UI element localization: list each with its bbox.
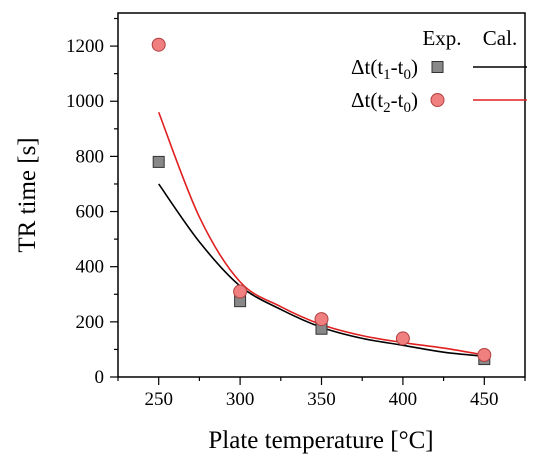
legend-header-cal: Cal. xyxy=(483,26,517,50)
legend-subscript: 0 xyxy=(404,67,412,83)
y-tick-label: 0 xyxy=(95,367,105,388)
data-point-series-2 xyxy=(151,37,166,52)
data-point-series-1 xyxy=(152,155,165,168)
data-point-series-2 xyxy=(477,347,492,362)
y-tick-label: 600 xyxy=(76,202,105,223)
legend-text: Δt(t xyxy=(351,55,383,79)
x-tick-label: 350 xyxy=(307,389,336,410)
x-tick-label: 250 xyxy=(144,389,173,410)
x-tick-label: 450 xyxy=(470,389,499,410)
legend-text: Δt(t xyxy=(351,88,383,112)
y-tick-label: 1200 xyxy=(66,36,104,57)
y-tick-label: 400 xyxy=(76,257,105,278)
legend-subscript: 1 xyxy=(383,67,391,83)
x-tick-label: 300 xyxy=(226,389,255,410)
data-point-series-2 xyxy=(395,331,410,346)
legend-subscript: 2 xyxy=(383,100,391,116)
data-point-series-2 xyxy=(233,284,248,299)
legend-label-series-2: Δt(t2-t0) xyxy=(351,88,418,116)
x-axis-label: Plate temperature [°C] xyxy=(208,427,433,454)
x-axis-ticks: 250 300 350 400 450 xyxy=(117,377,526,410)
legend-text: ) xyxy=(411,88,418,112)
legend: Exp. Cal.Δt(t1-t0)Δt(t2-t0) xyxy=(351,26,527,116)
y-axis-label: TR time [s] xyxy=(14,137,41,252)
legend-label-series-1: Δt(t1-t0) xyxy=(351,55,418,83)
y-axis-ticks: 0 200 400 600 800 1000 1200 xyxy=(66,17,118,388)
x-tick-label: 400 xyxy=(389,389,418,410)
legend-text: ) xyxy=(411,55,418,79)
y-tick-label: 800 xyxy=(76,146,105,167)
legend-marker-series-2 xyxy=(430,93,445,107)
legend-header-exp: Exp. xyxy=(422,26,461,50)
legend-text: -t xyxy=(391,88,404,112)
y-tick-label: 1000 xyxy=(66,91,104,112)
data-points xyxy=(151,37,492,366)
legend-text: -t xyxy=(391,55,404,79)
legend-subscript: 0 xyxy=(404,100,412,116)
legend-marker-series-1 xyxy=(431,61,444,73)
data-point-series-2 xyxy=(314,312,329,327)
y-tick-label: 200 xyxy=(76,312,105,333)
